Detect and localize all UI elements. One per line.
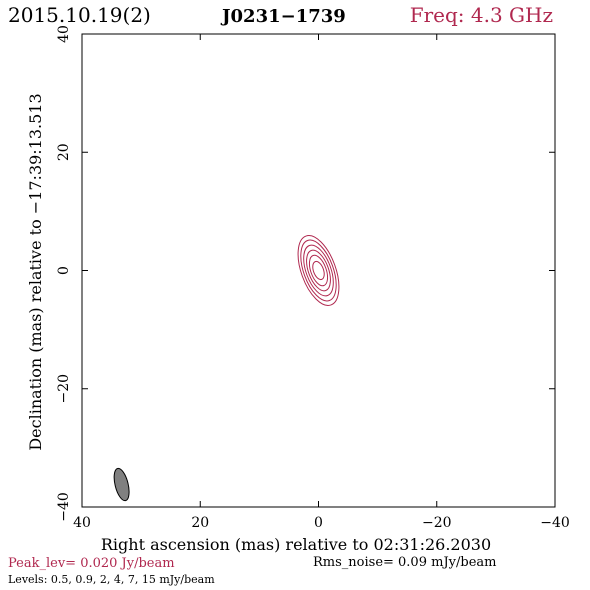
x-tick-label: −40	[540, 515, 570, 531]
beam-ellipse-group	[113, 467, 130, 502]
y-axis-label: Declination (mas) relative to −17:39:13.…	[26, 93, 45, 450]
plot-frame	[81, 33, 556, 508]
x-tick-label: −20	[422, 515, 452, 531]
source-name: J0231−1739	[220, 6, 346, 27]
x-tick-labels: 40 20 0 −20 −40	[73, 515, 570, 531]
source-contours	[297, 235, 340, 306]
axis-ticks	[81, 33, 556, 508]
epoch-label: 2015.10.19(2)	[8, 3, 151, 27]
x-tick-label: 0	[314, 515, 323, 531]
contour-level	[306, 249, 331, 292]
peak-level-label: Peak_lev= 0.020 Jy/beam	[8, 556, 175, 571]
contour-level	[297, 235, 340, 306]
contour-levels-label: Levels: 0.5, 0.9, 2, 4, 7, 15 mJy/beam	[8, 573, 215, 586]
x-tick-label: 20	[191, 515, 209, 531]
beam-ellipse	[113, 467, 130, 502]
y-tick-label: 20	[56, 143, 72, 161]
y-tick-label: −40	[56, 492, 72, 522]
rms-noise-label: Rms_noise= 0.09 mJy/beam	[313, 555, 496, 570]
contour-level	[300, 239, 337, 302]
y-tick-label: 0	[56, 266, 72, 275]
contour-level	[308, 254, 329, 287]
contour-level	[303, 244, 334, 297]
x-tick-label: 40	[73, 515, 91, 531]
frequency-label: Freq: 4.3 GHz	[410, 3, 553, 27]
y-tick-labels: −40 −20 0 20 40	[56, 25, 72, 522]
contour-level	[312, 260, 325, 281]
x-axis-label: Right ascension (mas) relative to 02:31:…	[101, 535, 491, 554]
y-tick-label: −20	[56, 374, 72, 404]
y-tick-label: 40	[56, 25, 72, 43]
